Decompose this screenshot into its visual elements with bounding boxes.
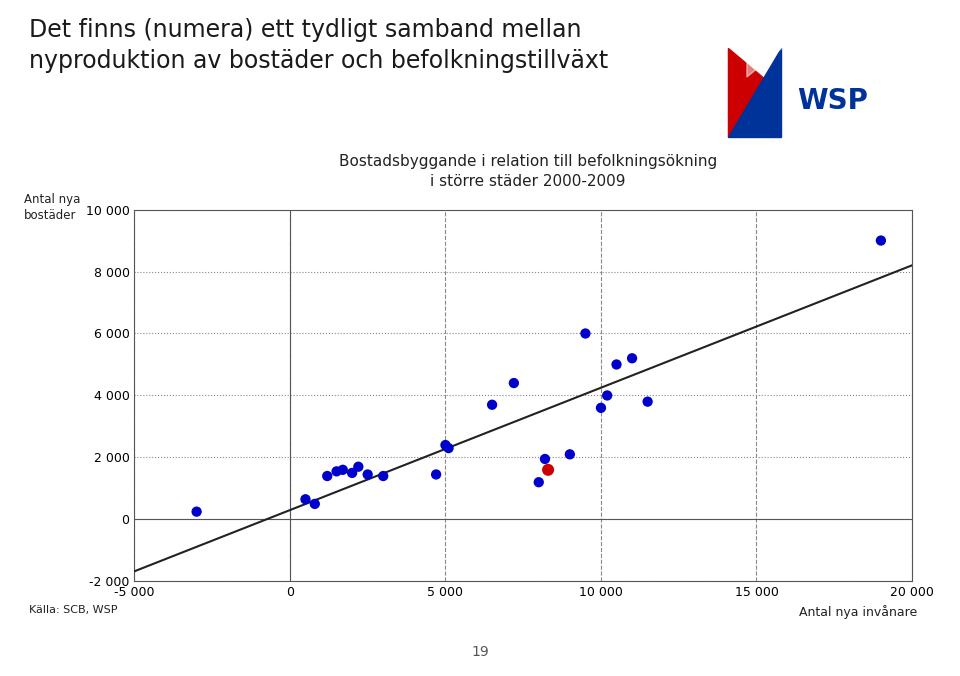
Point: [298, 494, 313, 505]
Point: [375, 470, 391, 481]
Point: [609, 359, 624, 370]
Point: [874, 235, 889, 246]
Point: [335, 464, 350, 475]
Point: [540, 464, 556, 475]
Point: [593, 402, 609, 413]
Point: [640, 396, 656, 407]
Point: [563, 449, 578, 460]
Point: [428, 469, 444, 480]
Text: Antal nya
bostäder: Antal nya bostäder: [24, 193, 81, 222]
Text: 19: 19: [471, 645, 489, 659]
Point: [350, 461, 366, 472]
Point: [485, 400, 500, 410]
Point: [538, 454, 553, 464]
Point: [438, 439, 453, 450]
Point: [441, 443, 456, 454]
Point: [506, 378, 521, 389]
Point: [189, 506, 204, 517]
Point: [307, 498, 323, 509]
Point: [578, 328, 593, 339]
Text: WSP: WSP: [798, 87, 869, 115]
Polygon shape: [729, 49, 781, 137]
Point: [345, 468, 360, 479]
Text: Antal nya invånare: Antal nya invånare: [799, 605, 917, 619]
Text: Källa: SCB, WSP: Källa: SCB, WSP: [29, 605, 117, 615]
Point: [624, 353, 639, 364]
Text: Det finns (numera) ett tydligt samband mellan
nyproduktion av bostäder och befol: Det finns (numera) ett tydligt samband m…: [29, 18, 608, 73]
Point: [531, 477, 546, 487]
Point: [599, 390, 614, 401]
Polygon shape: [729, 49, 781, 137]
Text: Bostadsbyggande i relation till befolkningsökning
i större städer 2000-2009: Bostadsbyggande i relation till befolkni…: [339, 154, 717, 189]
Point: [360, 469, 375, 480]
Point: [320, 470, 335, 481]
Point: [329, 466, 345, 477]
Polygon shape: [747, 49, 781, 77]
